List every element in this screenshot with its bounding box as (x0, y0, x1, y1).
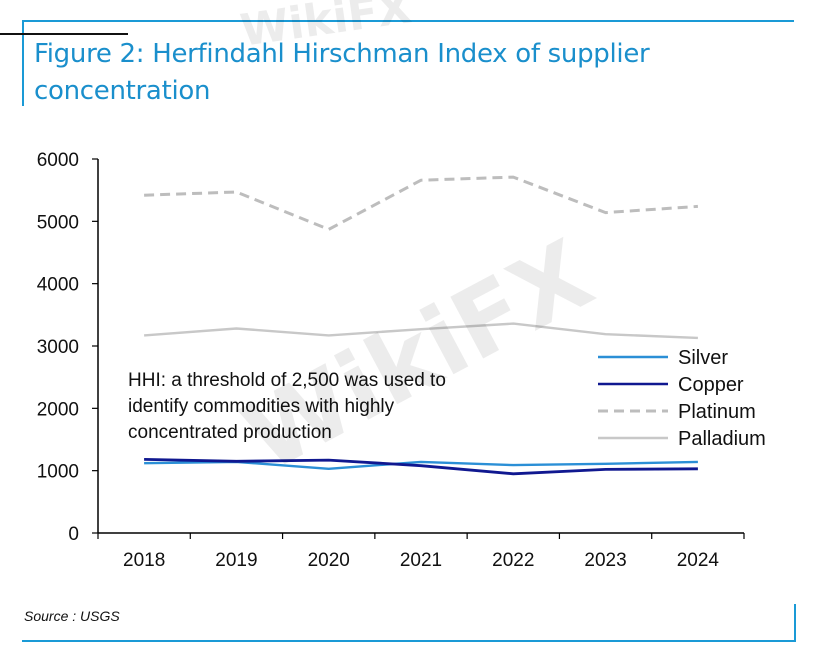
legend-label: Platinum (678, 401, 756, 423)
x-tick-label: 2019 (215, 550, 257, 571)
x-tick-label: 2021 (400, 550, 442, 571)
frame-top-rule (22, 20, 794, 22)
legend-label: Silver (678, 347, 728, 369)
legend-label: Copper (678, 374, 744, 396)
y-tick-label: 6000 (37, 150, 79, 171)
x-tick-label: 2018 (123, 550, 165, 571)
annotation-text: HHI: a threshold of 2,500 was used to (128, 370, 446, 391)
annotation-text: identify commodities with highly (128, 396, 395, 417)
series-line-palladium (144, 322, 698, 340)
x-tick-label: 2024 (677, 550, 720, 571)
series-line-platinum (144, 175, 699, 231)
source-note: Source : USGS (24, 608, 120, 624)
x-tick-label: 2022 (492, 550, 534, 571)
y-tick-label: 1000 (37, 462, 79, 483)
series-line-copper (144, 458, 698, 476)
y-tick-label: 2000 (37, 399, 79, 420)
frame-left-rule (22, 20, 24, 106)
y-tick-label: 5000 (37, 212, 79, 233)
y-tick-label: 3000 (37, 337, 79, 358)
frame-right-rule (794, 604, 796, 640)
y-tick-label: 0 (68, 524, 79, 545)
y-tick-label: 4000 (37, 275, 79, 296)
x-tick-label: 2020 (308, 550, 350, 571)
frame-corner-rule (0, 33, 128, 35)
figure-title: Figure 2: Herfindahl Hirschman Index of … (34, 39, 650, 106)
legend-label: Palladium (678, 428, 766, 450)
annotation-text: concentrated production (128, 422, 332, 443)
x-tick-label: 2023 (584, 550, 626, 571)
frame-bottom-rule (22, 640, 796, 642)
